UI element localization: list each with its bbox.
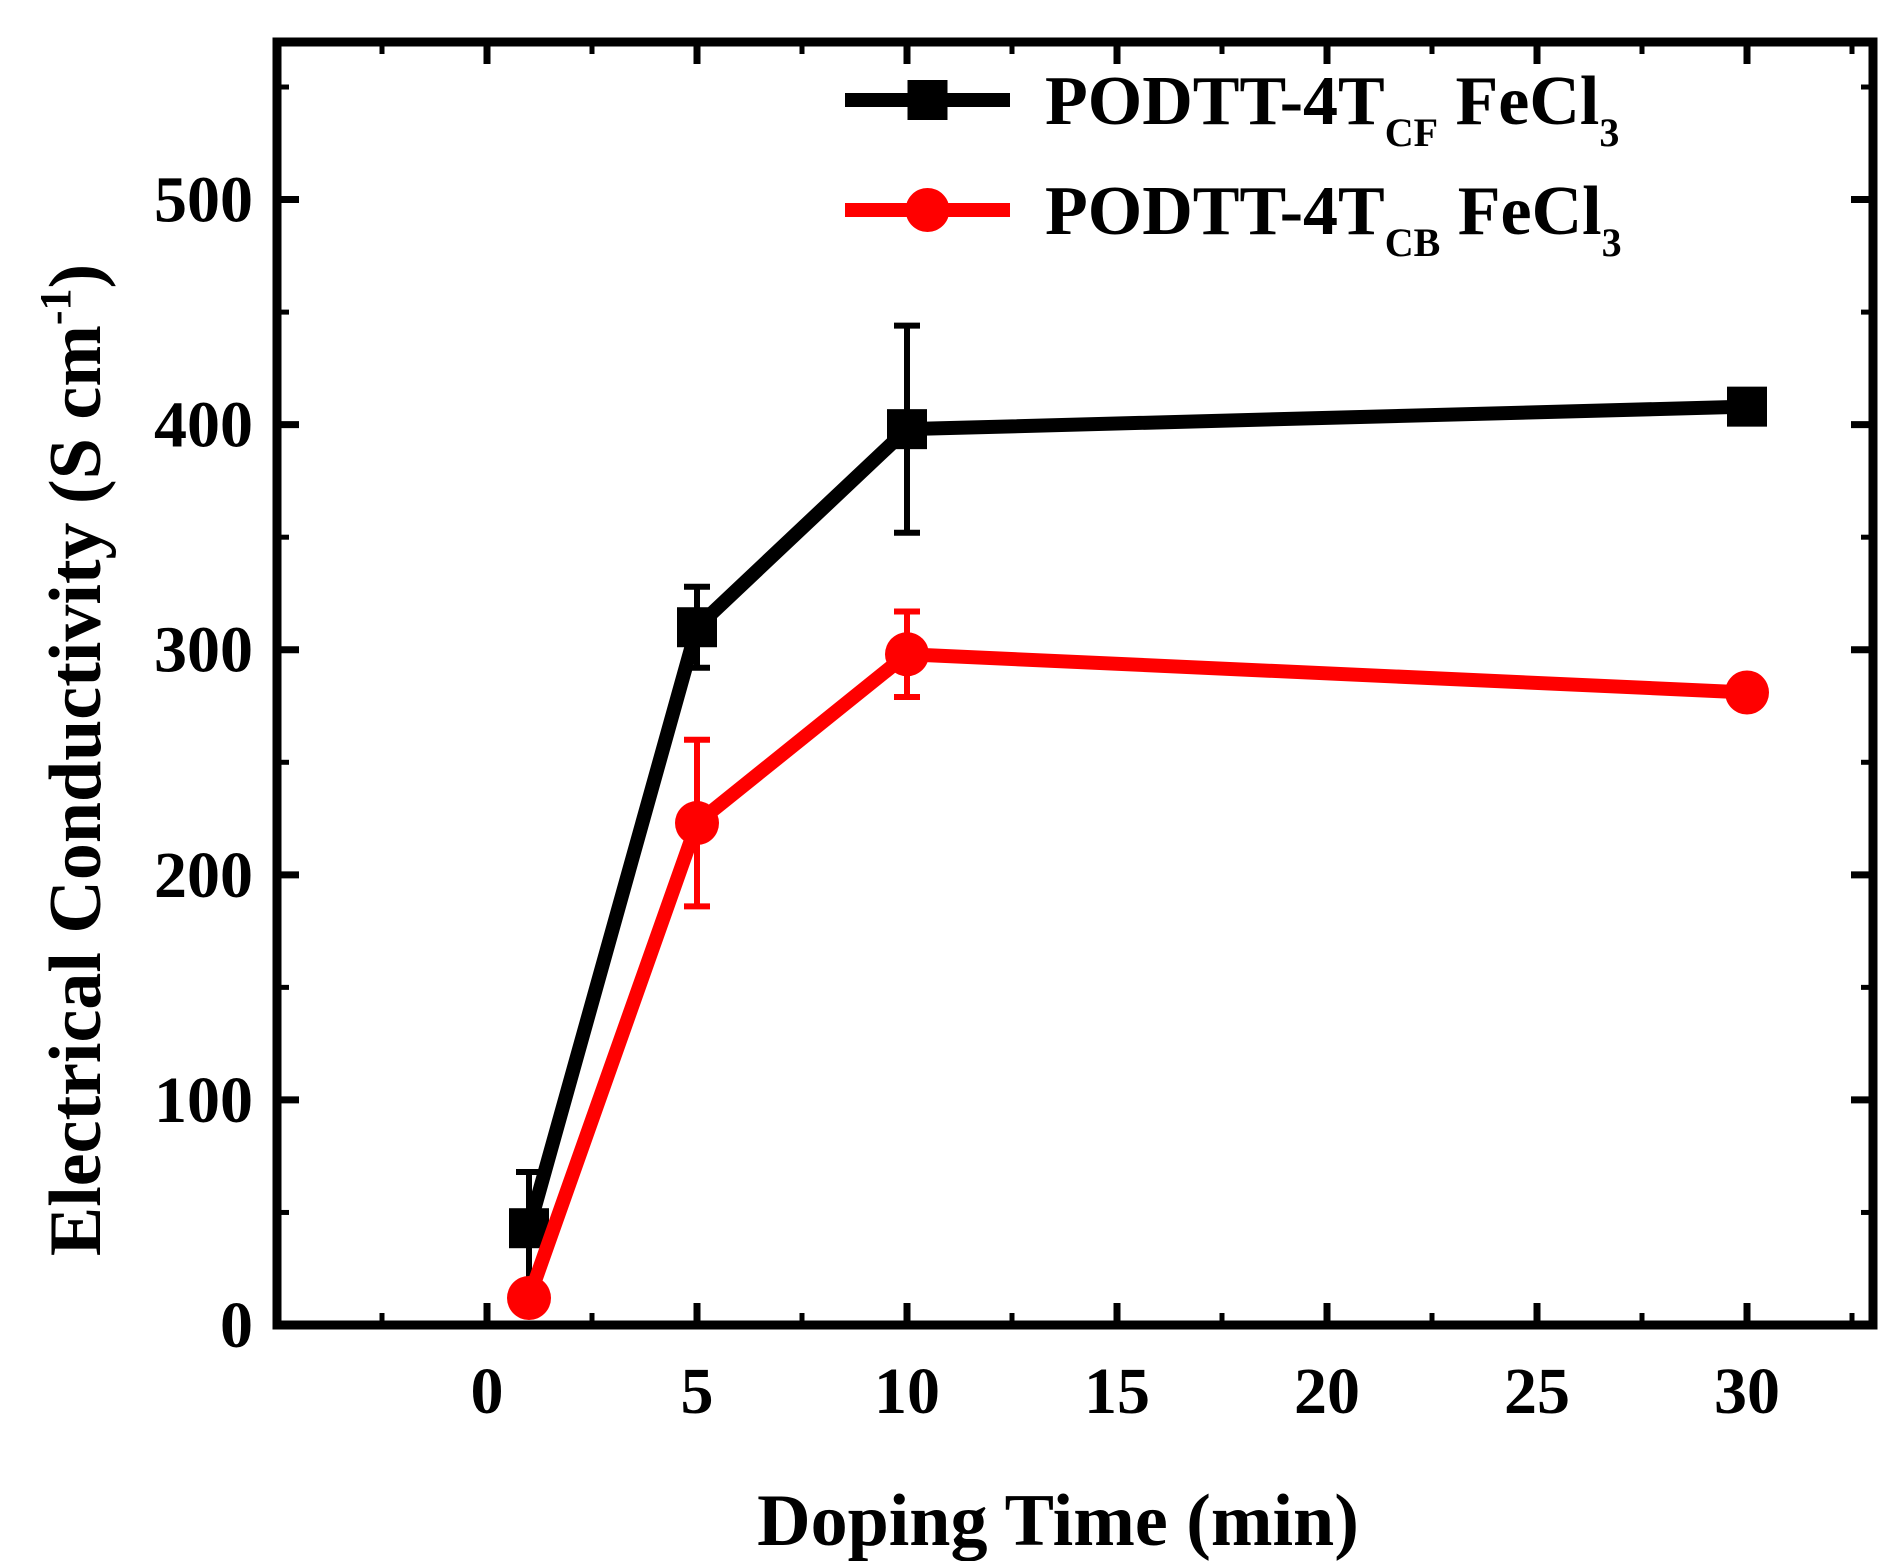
data-point-square bbox=[1727, 386, 1767, 427]
x-axis-title: Doping Time (min) bbox=[757, 1480, 1359, 1561]
legend-label-cf: PODTT-4TCF FeCl3 bbox=[1045, 63, 1619, 155]
y-axis-title: Electrical Conductivity (S cm-1) bbox=[31, 264, 117, 1256]
x-tick-label: 10 bbox=[874, 1355, 940, 1428]
legend: PODTT-4TCF FeCl3 PODTT-4TCB FeCl3 bbox=[845, 63, 1622, 265]
x-tick-label: 0 bbox=[471, 1355, 504, 1428]
y-tick-label: 400 bbox=[154, 389, 253, 462]
plot-frame bbox=[272, 37, 1878, 1330]
data-point-circle bbox=[507, 1275, 551, 1320]
y-axis-title-exponent: -1 bbox=[31, 289, 80, 326]
y-axis-title-main: Electrical Conductivity (S cm bbox=[35, 325, 117, 1256]
y-tick-label: 0 bbox=[220, 1289, 253, 1362]
data-point-square bbox=[677, 607, 717, 648]
y-tick-label: 300 bbox=[154, 614, 253, 687]
data-point-square bbox=[887, 409, 927, 450]
x-tick-label: 20 bbox=[1294, 1355, 1360, 1428]
y-tick-label: 200 bbox=[154, 839, 253, 912]
plot-area bbox=[507, 322, 1769, 1320]
x-tick-label: 25 bbox=[1504, 1355, 1570, 1428]
data-point-circle bbox=[675, 801, 719, 846]
data-point-circle bbox=[1725, 670, 1769, 715]
series-line-cf bbox=[522, 399, 1748, 1231]
data-point-circle bbox=[885, 632, 929, 677]
legend-label-cb: PODTT-4TCB FeCl3 bbox=[1045, 173, 1622, 265]
x-tick-label: 30 bbox=[1714, 1355, 1780, 1428]
x-tick-label: 15 bbox=[1084, 1355, 1150, 1428]
series-line-cb bbox=[522, 647, 1748, 1301]
legend-marker-cf bbox=[907, 80, 948, 120]
y-tick-label: 500 bbox=[154, 164, 253, 237]
legend-marker-cb bbox=[905, 188, 950, 232]
y-tick-label: 100 bbox=[154, 1064, 253, 1137]
y-axis-title-close: ) bbox=[35, 264, 117, 289]
x-tick-label: 5 bbox=[681, 1355, 714, 1428]
